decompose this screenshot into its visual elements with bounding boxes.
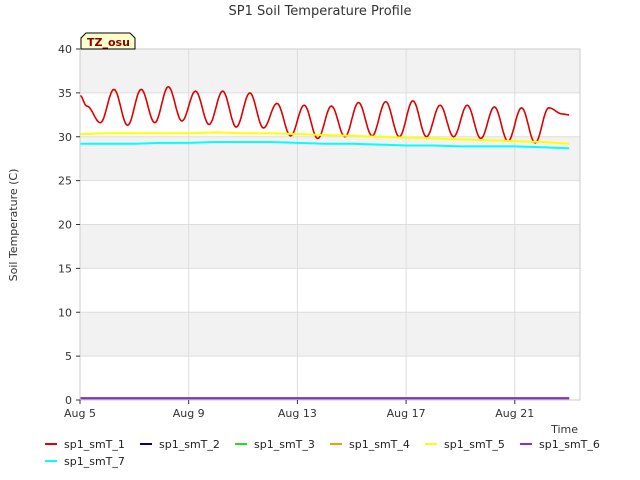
- x-tick-label: Aug 17: [387, 407, 426, 420]
- background-band: [80, 312, 580, 357]
- background-band: [80, 49, 580, 93]
- y-tick-label: 25: [58, 175, 72, 188]
- series-line-sp1_smT_7: [80, 141, 570, 150]
- y-tick-label: 5: [65, 350, 72, 363]
- y-tick-label: 15: [58, 262, 72, 275]
- y-tick-label: 0: [65, 394, 72, 407]
- legend-item-sp1_smT_1[interactable]: sp1_smT_1: [45, 438, 125, 451]
- legend-item-sp1_smT_6[interactable]: sp1_smT_6: [520, 438, 600, 451]
- legend-item-sp1_smT_5[interactable]: sp1_smT_5: [425, 438, 505, 451]
- x-ticks: Aug 5 Aug 9 Aug 13 Aug 17 Aug 21: [64, 400, 534, 420]
- x-tick-label: Aug 13: [278, 407, 317, 420]
- x-tick-label: Aug 9: [173, 407, 205, 420]
- x-tick-label: Aug 5: [64, 407, 96, 420]
- timezone-badge: TZ_osu: [80, 32, 136, 50]
- timezone-badge-label: TZ_osu: [87, 36, 130, 49]
- legend-item-sp1_smT_2[interactable]: sp1_smT_2: [140, 438, 220, 451]
- legend-label: sp1_smT_7: [64, 455, 125, 468]
- x-axis-label: Time: [550, 423, 578, 436]
- y-tick-label: 20: [58, 219, 72, 232]
- y-ticks: 0 5 10 15 20 25 30 35 40: [58, 43, 80, 407]
- legend-label: sp1_smT_2: [159, 438, 220, 451]
- x-tick-label: Aug 21: [495, 407, 534, 420]
- series-line-sp1_smT_1: [79, 85, 570, 144]
- y-tick-label: 40: [58, 43, 72, 56]
- y-tick-label: 10: [58, 306, 72, 319]
- chart-title: SP1 Soil Temperature Profile: [229, 4, 412, 19]
- legend-label: sp1_smT_4: [349, 438, 410, 451]
- legend-label: sp1_smT_5: [444, 438, 505, 451]
- y-tick-label: 35: [58, 87, 72, 100]
- legend-label: sp1_smT_6: [539, 438, 600, 451]
- legend-label: sp1_smT_3: [254, 438, 315, 451]
- y-tick-label: 30: [58, 131, 72, 144]
- series-layer: [79, 85, 570, 400]
- legend-item-sp1_smT_7[interactable]: sp1_smT_7: [45, 455, 125, 468]
- legend-label: sp1_smT_1: [64, 438, 125, 451]
- y-axis-label: Soil Temperature (C): [7, 169, 20, 282]
- series-line-sp1_smT_5: [79, 131, 570, 145]
- legend-item-sp1_smT_4[interactable]: sp1_smT_4: [330, 438, 410, 451]
- background-band: [80, 224, 580, 269]
- legend-item-sp1_smT_3[interactable]: sp1_smT_3: [235, 438, 315, 451]
- legend: sp1_smT_1 sp1_smT_2 sp1_smT_3 sp1_smT_4 sp1_…: [45, 438, 600, 468]
